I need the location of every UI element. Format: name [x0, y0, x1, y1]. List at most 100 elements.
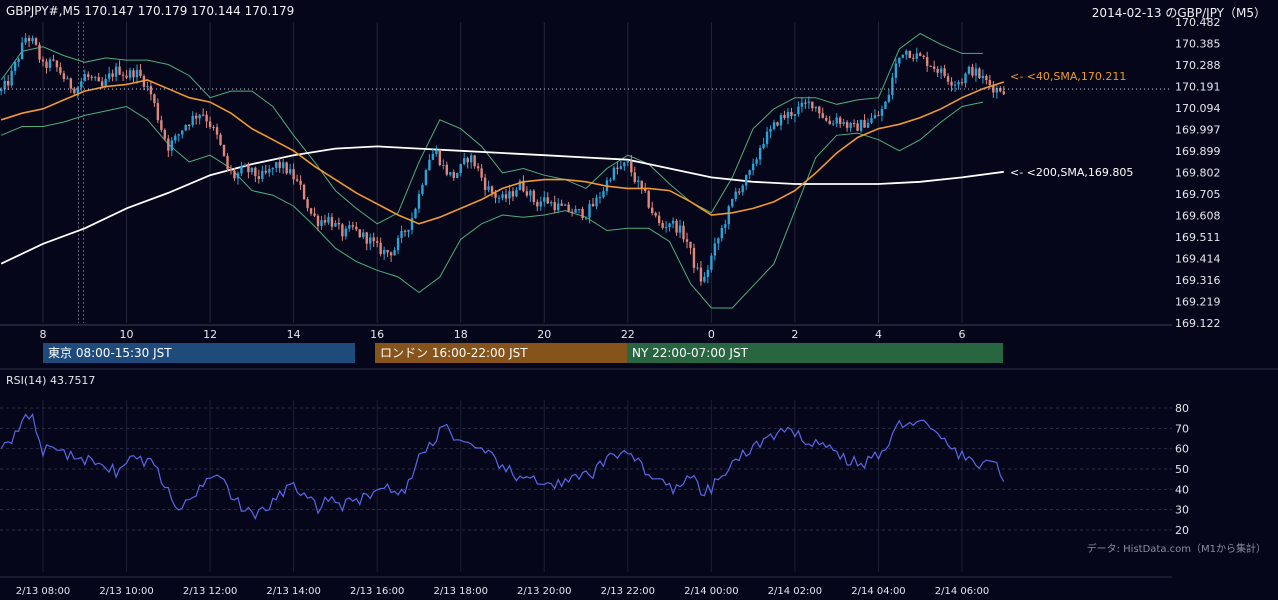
candle-bear — [682, 225, 685, 240]
candle-bull — [17, 58, 20, 62]
rsi-x-tick-label: 2/13 12:00 — [183, 586, 237, 597]
candle-bull — [382, 250, 386, 255]
candle-bear — [525, 191, 529, 196]
candle-bull — [870, 118, 873, 123]
candle-bear — [358, 229, 361, 238]
candle-bull — [974, 68, 978, 76]
bollinger-upper-line — [0, 32, 983, 225]
candle-bull — [696, 267, 699, 269]
price-x-tick-label: 16 — [370, 328, 384, 341]
chart-date-title: 2014-02-13 のGBP/JPY（M5） — [1091, 6, 1266, 20]
candle-bull — [637, 180, 640, 182]
candle-bull — [414, 208, 417, 219]
rsi-x-tick-label: 2/13 20:00 — [517, 586, 571, 597]
candle-bear — [490, 186, 494, 194]
candle-bear — [466, 158, 469, 163]
candle-bear — [337, 223, 341, 225]
candle-bull — [369, 237, 372, 244]
candle-bull — [198, 114, 201, 119]
candle-bull — [417, 194, 421, 209]
candle-bear — [55, 60, 59, 68]
candle-bear — [992, 84, 995, 93]
candle-bull — [849, 122, 852, 128]
candle-bull — [275, 162, 278, 168]
candle-bull — [793, 114, 797, 116]
price-x-tick-label: 12 — [203, 328, 217, 341]
candle-bear — [811, 101, 814, 109]
candle-bear — [480, 168, 483, 178]
price-y-tick-label: 169.899 — [1175, 145, 1221, 158]
candle-bear — [69, 78, 73, 89]
candle-bear — [783, 115, 786, 118]
candle-bear — [160, 120, 163, 130]
candle-bull — [898, 57, 901, 64]
candle-bear — [295, 179, 299, 181]
candle-bull — [598, 197, 602, 199]
candle-bull — [842, 122, 845, 124]
candle-bull — [431, 153, 435, 160]
candle-bear — [292, 169, 295, 180]
price-y-tick-label: 169.608 — [1175, 209, 1221, 222]
price-y-tick-label: 169.705 — [1175, 188, 1221, 201]
candle-bull — [288, 169, 292, 174]
candle-bull — [720, 227, 724, 239]
price-y-tick-label: 170.094 — [1175, 102, 1221, 115]
candle-bull — [981, 75, 985, 79]
candle-bull — [866, 122, 870, 128]
candle-bear — [156, 103, 160, 121]
candle-bull — [556, 203, 560, 211]
rsi-x-tick-label: 2/13 10:00 — [99, 586, 153, 597]
candle-bear — [877, 115, 880, 117]
price-x-tick-label: 4 — [875, 328, 882, 341]
candle-bull — [762, 144, 765, 148]
candle-bull — [584, 217, 588, 219]
candle-bear — [379, 242, 382, 255]
candle-bull — [964, 73, 967, 84]
data-credit: データ: HistData.com（M1から集計） — [1086, 544, 1266, 555]
candle-bear — [1002, 91, 1005, 95]
candle-bull — [612, 167, 616, 180]
session-london: ロンドン 16:00-22:00 JST — [375, 343, 627, 363]
price-x-tick-label: 22 — [621, 328, 635, 341]
price-x-tick-label: 8 — [40, 328, 47, 341]
candle-bear — [856, 123, 859, 131]
candle-bear — [302, 184, 306, 200]
candle-bull — [515, 189, 518, 197]
rsi-y-tick-label: 50 — [1175, 463, 1189, 476]
candle-bear — [313, 213, 316, 216]
candle-bear — [403, 230, 407, 232]
candle-bull — [734, 191, 737, 199]
candle-bear — [139, 69, 142, 77]
candle-bear — [6, 80, 10, 86]
candle-bull — [671, 220, 675, 224]
candle-bear — [804, 102, 807, 104]
candle-bear — [825, 117, 828, 121]
candle-bear — [581, 209, 584, 219]
bollinger-lower-line — [1, 101, 984, 309]
candle-bear — [149, 86, 153, 95]
candle-bull — [915, 53, 918, 59]
candle-bear — [790, 112, 793, 116]
candle-bear — [504, 194, 508, 199]
candle-bear — [34, 38, 38, 45]
candle-bull — [268, 169, 271, 173]
candle-bear — [167, 138, 170, 151]
candle-bull — [407, 229, 410, 232]
candle-bear — [932, 66, 936, 69]
candle-bear — [908, 50, 911, 58]
candle-bull — [0, 89, 3, 92]
price-x-tick-label: 10 — [120, 328, 134, 341]
candle-bull — [539, 201, 542, 207]
candle-bear — [560, 203, 563, 206]
candle-bull — [574, 209, 577, 213]
candle-bull — [619, 166, 623, 169]
candle-bear — [215, 127, 219, 135]
candle-bear — [633, 172, 636, 182]
candle-bull — [94, 77, 97, 79]
candle-bear — [919, 53, 922, 56]
candle-bull — [181, 130, 184, 135]
rsi-y-tick-label: 60 — [1175, 443, 1189, 456]
candle-bear — [118, 66, 121, 75]
candle-bull — [334, 223, 337, 227]
